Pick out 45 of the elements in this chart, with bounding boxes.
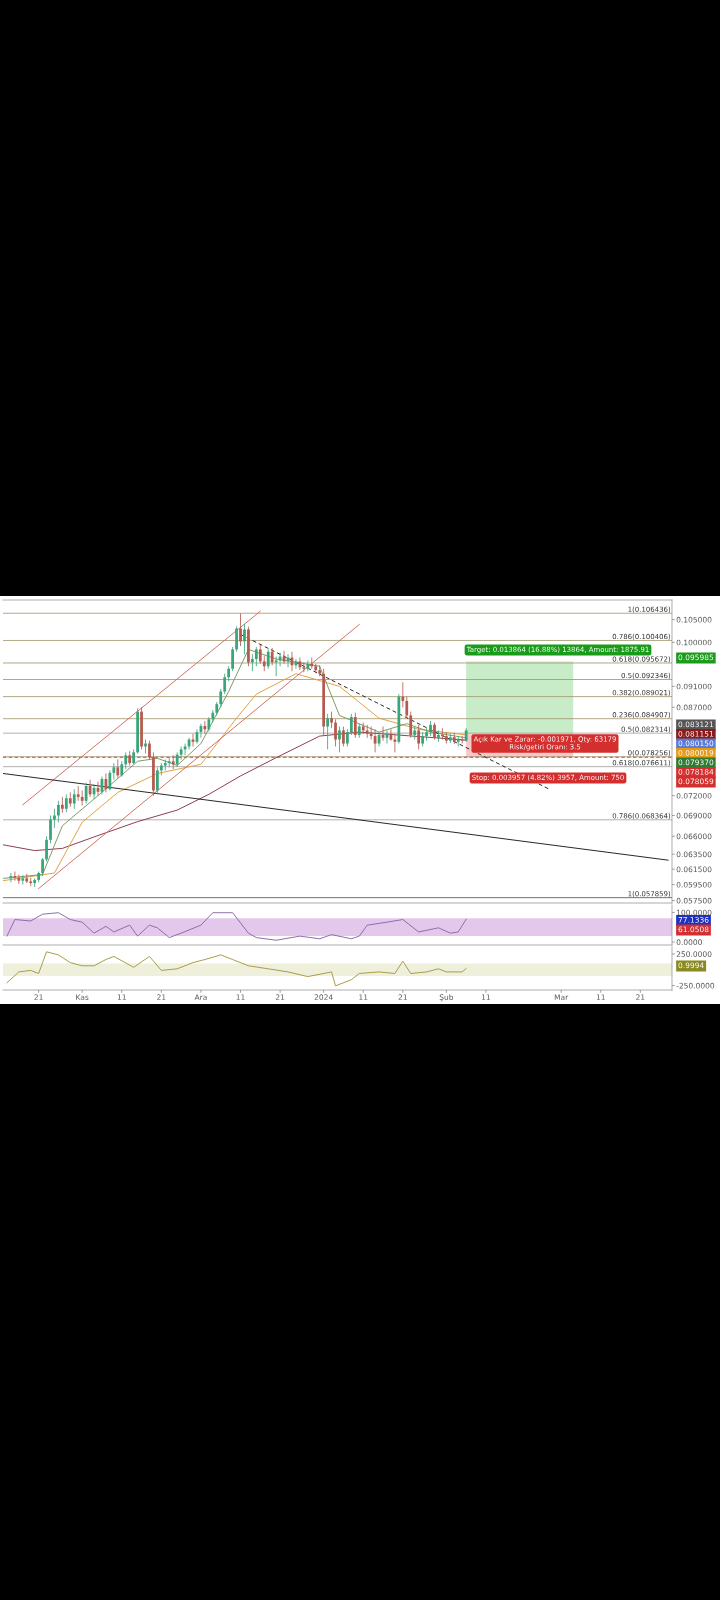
candlestick bbox=[437, 729, 440, 743]
candlestick bbox=[243, 623, 246, 655]
candlestick bbox=[80, 790, 84, 806]
candlestick bbox=[258, 644, 262, 665]
candlestick bbox=[49, 815, 52, 844]
candlestick bbox=[223, 673, 227, 695]
candlestick bbox=[326, 713, 329, 750]
candlestick bbox=[41, 857, 44, 877]
candlestick bbox=[441, 727, 444, 740]
candlestick bbox=[239, 612, 242, 647]
candlestick bbox=[251, 653, 254, 672]
candlestick bbox=[342, 726, 345, 747]
candlestick bbox=[171, 754, 175, 770]
candlestick bbox=[334, 718, 337, 747]
candlestick bbox=[417, 724, 421, 750]
candlestick bbox=[405, 696, 409, 719]
candlestick bbox=[338, 726, 341, 753]
candlestick bbox=[60, 796, 64, 814]
candlestick bbox=[274, 656, 278, 677]
candlestick bbox=[45, 835, 48, 863]
candlestick bbox=[76, 785, 80, 802]
candlestick bbox=[108, 769, 112, 791]
candlestick bbox=[219, 688, 223, 708]
candlestick bbox=[84, 782, 88, 804]
candlestick bbox=[254, 646, 258, 667]
candlestick bbox=[57, 800, 60, 823]
candlestick bbox=[460, 735, 464, 744]
candlestick bbox=[235, 625, 238, 653]
candlestick bbox=[349, 713, 353, 736]
line-series bbox=[6, 951, 467, 987]
candlestick bbox=[401, 681, 405, 708]
candlestick bbox=[353, 712, 357, 739]
candlestick bbox=[425, 727, 428, 742]
candlestick bbox=[72, 788, 76, 810]
candlestick bbox=[53, 808, 56, 829]
candlestick bbox=[409, 711, 413, 739]
candlestick bbox=[156, 766, 159, 795]
candlestick bbox=[116, 759, 120, 779]
candlestick bbox=[148, 740, 151, 760]
candlestick bbox=[266, 648, 270, 670]
candlestick bbox=[179, 746, 183, 760]
line-series bbox=[6, 912, 467, 941]
candlestick bbox=[302, 661, 306, 673]
candlestick bbox=[231, 646, 234, 672]
candlestick bbox=[13, 871, 17, 882]
